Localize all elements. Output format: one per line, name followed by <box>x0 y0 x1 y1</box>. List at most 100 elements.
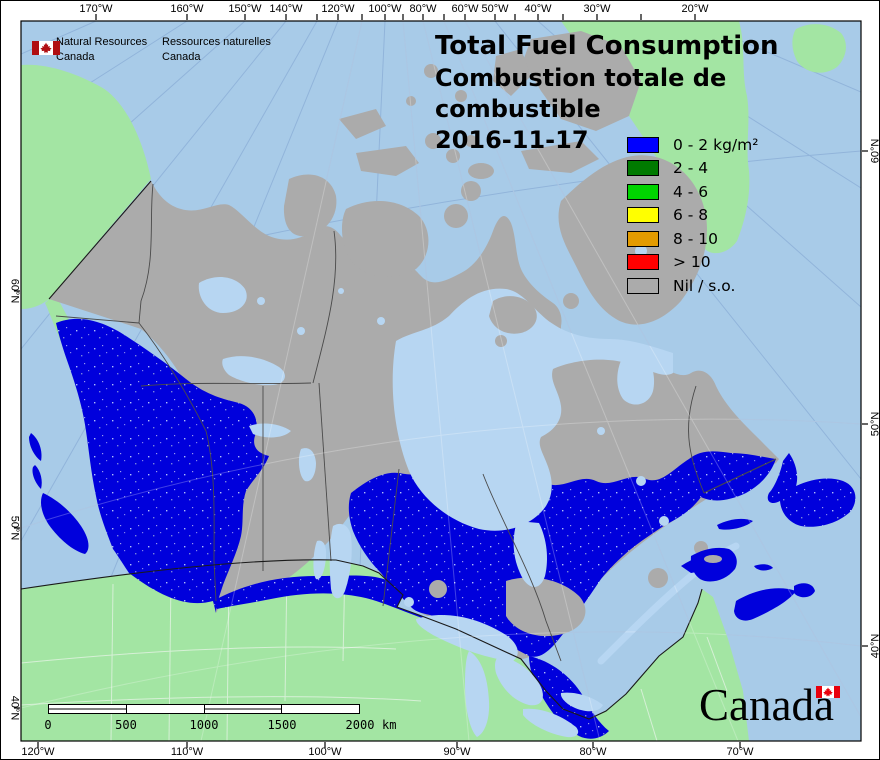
legend-swatch-gt10 <box>627 254 659 271</box>
lakes <box>198 245 740 738</box>
legend-label: 0 - 2 kg/m² <box>673 135 759 154</box>
lon-label-bottom: 70°W <box>726 746 754 758</box>
fuel-bc <box>56 318 269 613</box>
axel-heiberg-island <box>493 49 531 96</box>
banks-island <box>283 174 337 237</box>
graticule-ticks <box>14 14 868 748</box>
lon-label-top: 120°W <box>321 3 355 15</box>
usa-mainland <box>21 559 749 741</box>
vancouver-island <box>41 493 89 554</box>
lon-label-top: 100°W <box>368 3 402 15</box>
alaska-yukon-border <box>48 180 152 300</box>
wordmark-flag-icon <box>816 686 840 698</box>
legend-item: > 10 <box>627 251 758 275</box>
lon-label-bottom: 120°W <box>21 746 55 758</box>
nrcan-logo: Natural Resources Canada Ressources natu… <box>32 35 282 65</box>
scale-tick-label: 2000 <box>345 718 375 732</box>
nova-scotia <box>734 588 796 621</box>
legend-swatch-nil <box>627 277 659 294</box>
ellesmere-island <box>523 31 641 131</box>
haida-gwaii <box>29 433 42 461</box>
nrcan-fr-line2: Canada <box>162 51 201 63</box>
lon-label-bottom: 90°W <box>443 746 471 758</box>
legend-swatch-0-2 <box>627 136 659 153</box>
wordmark-text: Canada <box>699 680 834 730</box>
lon-label-top: 40°W <box>524 3 552 15</box>
canada-flag-icon <box>32 41 60 55</box>
devon-island <box>521 141 599 173</box>
fuel-prairie-strip <box>213 575 431 621</box>
nrcan-en-line1: Natural Resources <box>56 36 148 48</box>
james-bay <box>513 521 547 587</box>
lat-label-left: 60°N <box>8 278 21 304</box>
nrcan-en-line2: Canada <box>56 51 95 63</box>
lake-ontario <box>560 692 603 712</box>
great-slave-lake <box>222 356 285 386</box>
legend-label: 4 - 6 <box>673 182 709 201</box>
hudson-bay <box>392 288 673 531</box>
iceland <box>792 24 846 73</box>
legend-item: Nil / s.o. <box>627 274 758 298</box>
scale-bar-graphic <box>48 704 360 714</box>
title-fr: Combustion totale de combustible <box>435 64 727 123</box>
nrcan-name-en: Natural Resources Canada <box>56 35 156 65</box>
legend: 0 - 2 kg/m² 2 - 4 4 - 6 6 - 8 8 - 10 > 1… <box>627 133 758 298</box>
scale-tick-label: 500 <box>115 718 137 732</box>
melville-island <box>356 146 419 176</box>
scale-tick-label: 0 <box>44 718 52 732</box>
lon-label-top: 140°W <box>269 3 303 15</box>
nrcan-name-fr: Ressources naturelles Canada <box>162 35 282 65</box>
fuel-newfoundland <box>767 453 856 527</box>
nrcan-fr-line1: Ressources naturelles <box>162 36 271 48</box>
prince-edward-island <box>754 564 773 571</box>
legend-label: > 10 <box>673 253 711 272</box>
anticosti-island <box>717 518 753 530</box>
lon-label-top: 20°W <box>681 3 709 15</box>
scale-unit: km <box>382 718 397 732</box>
province-borders <box>55 183 777 662</box>
lat-label-right: 50°N <box>869 411 880 437</box>
legend-item: 8 - 10 <box>627 227 758 251</box>
scale-tick-label: 1500 <box>267 718 297 732</box>
legend-swatch-2-4 <box>627 160 659 177</box>
scale-segment <box>204 705 283 713</box>
title-en: Total Fuel Consumption <box>435 31 779 61</box>
lake-huron <box>495 656 543 706</box>
legend-swatch-4-6 <box>627 183 659 200</box>
lon-label-top: 150°W <box>228 3 262 15</box>
lon-label-bottom: 110°W <box>170 746 204 758</box>
legend-label: 8 - 10 <box>673 229 719 248</box>
legend-item: 4 - 6 <box>627 180 758 204</box>
legend-swatch-6-8 <box>627 207 659 224</box>
legend-label: Nil / s.o. <box>673 276 736 295</box>
canada-wordmark: Canada <box>699 680 840 730</box>
map-title: Total Fuel Consumption Combustion totale… <box>435 29 879 156</box>
lon-label-bottom: 100°W <box>308 746 342 758</box>
nil-patches <box>429 541 708 637</box>
scale-segment <box>282 705 359 713</box>
scale-bar: 0 500 1000 1500 2000 km <box>44 704 396 744</box>
legend-label: 2 - 4 <box>673 159 709 178</box>
lon-label-top: 170°W <box>79 3 113 15</box>
title-date: 2016-11-17 <box>435 126 589 154</box>
international-borders <box>21 180 703 720</box>
lat-label-left: 40°N <box>8 695 21 721</box>
legend-label: 6 - 8 <box>673 206 709 225</box>
legend-item: 6 - 8 <box>627 204 758 228</box>
lat-label-right: 40°N <box>869 633 880 659</box>
prince-patrick-island <box>339 109 386 139</box>
lake-michigan <box>465 651 490 737</box>
map-frame <box>20 20 862 742</box>
victoria-island <box>341 200 429 277</box>
lon-label-top: 30°W <box>583 3 611 15</box>
lake-erie <box>523 708 579 738</box>
lon-label-top: 50°W <box>481 3 509 15</box>
ungava-bay <box>617 349 655 405</box>
hudson-bay-islands <box>489 293 579 347</box>
scale-tick-label: 1000 <box>189 718 219 732</box>
great-bear-lake <box>198 277 247 313</box>
lon-label-top: 160°W <box>170 3 204 15</box>
lake-superior <box>416 614 518 661</box>
